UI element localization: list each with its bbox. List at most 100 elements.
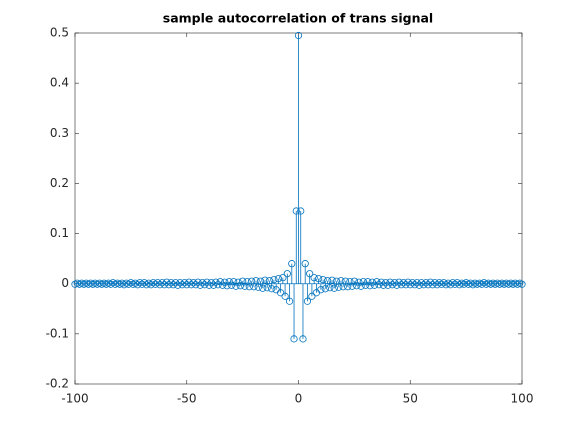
stem-marker xyxy=(413,279,421,287)
stem-marker xyxy=(263,284,271,292)
stem-marker xyxy=(201,281,209,289)
stem-marker xyxy=(315,275,323,283)
stem-marker xyxy=(180,279,189,287)
stem-marker xyxy=(402,281,410,289)
stem-marker xyxy=(131,279,139,287)
stem-marker xyxy=(149,279,157,287)
stem-marker xyxy=(230,278,238,286)
stem-marker xyxy=(118,279,126,287)
stem-marker xyxy=(198,279,206,287)
stem-marker xyxy=(127,279,135,287)
stem-marker xyxy=(183,281,191,289)
stem-marker xyxy=(415,281,423,289)
stem-marker xyxy=(406,281,414,289)
stem-marker xyxy=(107,280,115,288)
stem-marker xyxy=(350,277,358,285)
stem-marker xyxy=(301,260,309,268)
stem-marker xyxy=(462,279,470,287)
stem-marker xyxy=(308,292,316,300)
stem-marker xyxy=(120,281,128,289)
stem-marker xyxy=(268,285,276,293)
stem-marker xyxy=(397,281,405,289)
stem-marker xyxy=(171,279,180,287)
x-tick-label: 100 xyxy=(511,392,534,406)
y-tick-label: 0.2 xyxy=(50,176,69,190)
stem-marker xyxy=(145,279,153,287)
stem-marker xyxy=(156,281,164,289)
y-tick-label: 0 xyxy=(61,276,69,290)
y-tick-label: 0.3 xyxy=(50,126,69,140)
x-tick-label: 0 xyxy=(295,392,303,406)
stem-marker xyxy=(259,284,267,292)
stem-marker xyxy=(326,284,334,292)
stem-marker xyxy=(196,281,204,289)
x-tick-label: 50 xyxy=(403,392,418,406)
stem-marker xyxy=(256,277,265,285)
stem-marker xyxy=(205,281,213,289)
stem-marker xyxy=(469,281,477,289)
stem-marker xyxy=(297,207,305,215)
stem-marker xyxy=(399,279,408,287)
stem-marker xyxy=(319,276,327,284)
stem-marker xyxy=(154,279,162,287)
stem-marker xyxy=(274,275,282,283)
stem-marker xyxy=(290,335,298,343)
stem-marker xyxy=(386,278,394,286)
stem-marker xyxy=(252,277,260,285)
stem-marker xyxy=(212,278,220,286)
stem-marker xyxy=(344,283,352,291)
chart-title: sample autocorrelation of trans signal xyxy=(163,11,433,26)
stem-marker xyxy=(382,279,390,287)
stem-marker xyxy=(281,292,289,300)
stem-marker xyxy=(174,281,182,289)
stem-marker xyxy=(346,278,354,286)
y-tick-label: -0.2 xyxy=(46,377,69,391)
stem-marker xyxy=(160,281,168,289)
stem-marker xyxy=(366,282,374,290)
stem-marker xyxy=(192,281,200,289)
stem-marker xyxy=(163,278,171,286)
stem-marker xyxy=(288,260,296,268)
stem-marker xyxy=(357,282,365,290)
stem-marker xyxy=(422,279,430,287)
stem-marker xyxy=(151,280,160,288)
stem-marker xyxy=(449,279,457,287)
stem-marker xyxy=(446,281,455,289)
stem-marker xyxy=(364,278,372,286)
stem-marker xyxy=(444,279,452,287)
stem-marker xyxy=(285,297,294,305)
stem-marker xyxy=(241,282,249,290)
stem-marker xyxy=(460,280,468,288)
stem-marker xyxy=(165,281,173,289)
stem-marker xyxy=(140,279,148,287)
stem-marker xyxy=(176,279,184,287)
stem-marker xyxy=(167,279,175,287)
stem-marker xyxy=(125,280,133,288)
stem-marker xyxy=(428,281,437,289)
stem-marker xyxy=(158,279,166,287)
stem-marker xyxy=(133,281,142,289)
stem-marker xyxy=(455,281,464,289)
stem-marker xyxy=(187,281,195,289)
stem-marker xyxy=(234,278,242,286)
x-tick-label: -50 xyxy=(177,392,197,406)
stem-marker xyxy=(227,281,236,289)
stem-marker xyxy=(395,278,403,286)
stem-marker xyxy=(303,297,312,305)
x-tick-label: -100 xyxy=(61,392,88,406)
stem-marker xyxy=(323,277,332,285)
y-tick-label: 0.4 xyxy=(50,76,69,90)
stem-marker xyxy=(207,279,215,287)
stem-marker xyxy=(435,279,443,287)
stem-marker xyxy=(411,281,419,289)
stem-marker xyxy=(136,279,144,287)
stem-marker xyxy=(466,279,475,287)
y-tick-label: 0.1 xyxy=(50,226,69,240)
stem-marker xyxy=(310,274,318,282)
stem-marker xyxy=(478,280,486,288)
stem-marker xyxy=(480,279,488,287)
stem-marker xyxy=(404,278,412,286)
stem-marker xyxy=(277,289,285,297)
stem-marker xyxy=(420,281,428,289)
